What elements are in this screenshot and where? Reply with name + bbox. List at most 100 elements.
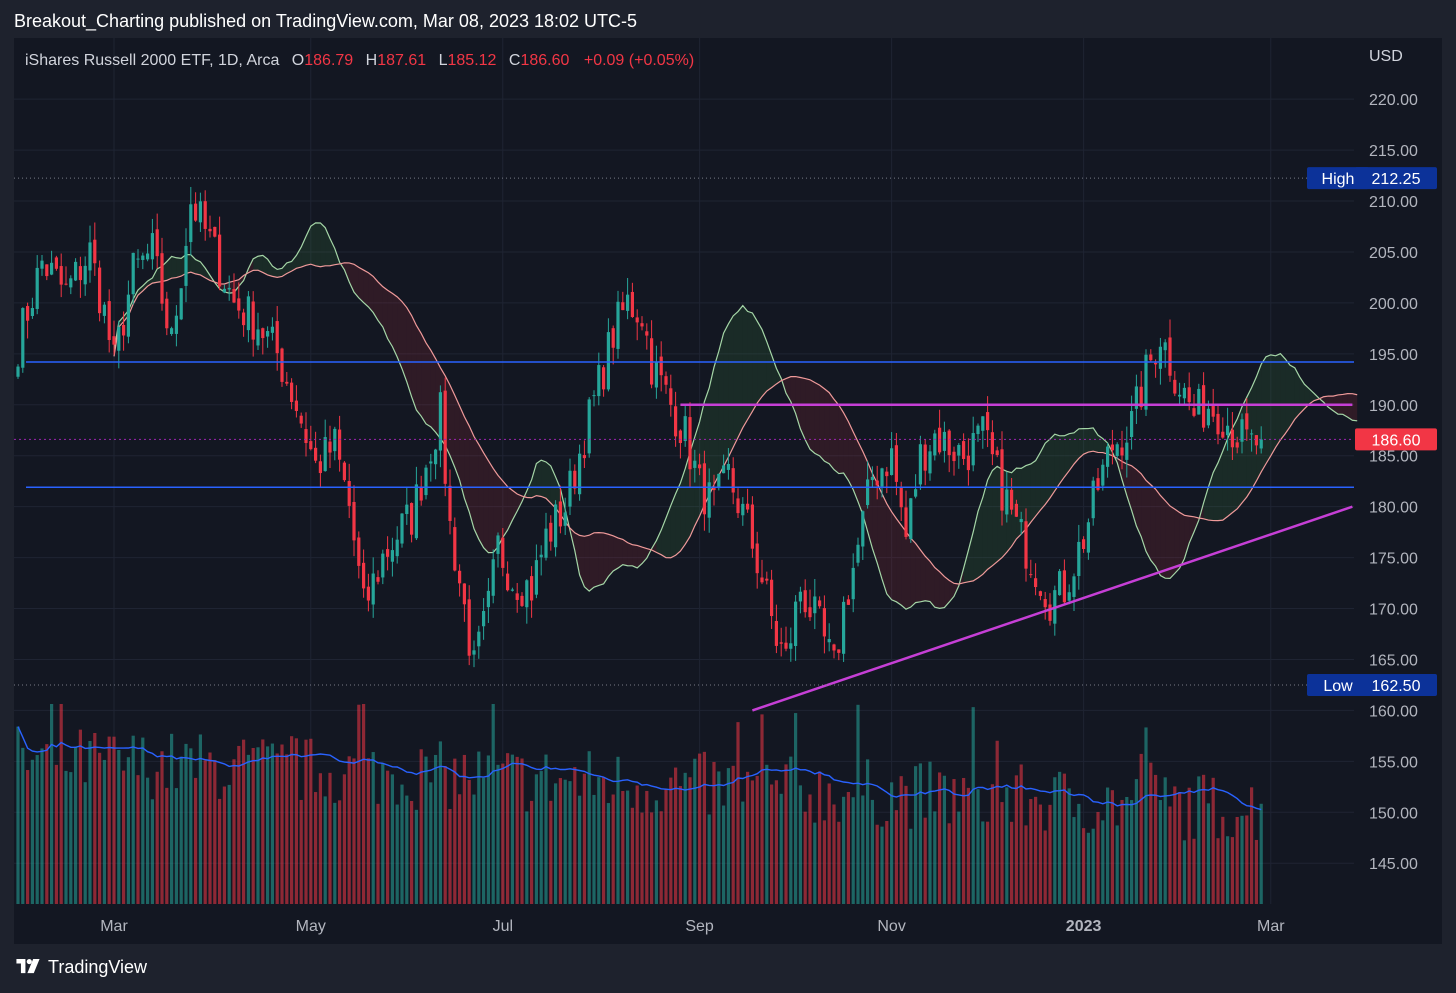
cloud-segment [330,238,335,266]
time-axis[interactable]: Mar May Jul Sep Nov 2023 Mar [100,918,1285,935]
cloud-segment [1030,460,1036,523]
volume-bar [803,811,807,904]
candle-body [947,430,951,456]
volume-bar [1091,828,1095,904]
chart-panel[interactable]: 220.00 215.00 210.00 205.00 200.00 195.00 190.… [14,38,1442,944]
candle-body [674,406,678,437]
volume-bar [266,746,270,904]
candle-body [1110,444,1114,451]
cloud-segment [349,262,354,293]
cloud-segment [517,494,522,512]
candle-body [933,433,937,456]
price-tick-label: 145.00 [1369,856,1418,873]
cloud-segment [656,530,662,555]
volume-bar [568,781,572,904]
volume-bar [914,766,918,904]
drawn-lines[interactable] [14,177,1354,712]
candle-body [93,239,97,264]
candle-body [146,253,150,260]
cloud-segment [176,257,182,278]
candle-body [1134,386,1138,409]
volume-bar [448,808,452,904]
volume-bar [93,732,97,904]
candle-body [261,328,265,339]
volume-bar [1058,771,1062,904]
cloud-segment [1213,462,1218,521]
cloud-segment [397,296,402,369]
candle-body [74,261,78,281]
candle-body [362,562,366,589]
candle-body [314,447,318,461]
candle-body [98,267,102,314]
volume-bar [563,779,567,904]
candle-body [1226,425,1230,436]
volume-bar [1115,825,1119,904]
volume-bar [717,771,721,904]
volume-bar [256,747,260,904]
candle-body [184,245,188,286]
cloud-segment [1290,365,1295,427]
candle-body [482,611,486,627]
volume-bar [1230,837,1234,904]
volume-bar [837,821,841,904]
low-badge-value: 162.50 [1372,678,1421,695]
volume-bar [976,789,980,904]
volume-bar [842,796,846,904]
volume-bar [861,795,865,904]
candle-body [578,453,582,495]
volume-bar [1106,787,1110,904]
candle-body [112,336,116,345]
price-axis[interactable]: 220.00 215.00 210.00 205.00 200.00 195.00 190.… [1307,92,1437,873]
candle-body [285,381,289,384]
volume-bar [741,801,745,904]
volume-bar [1134,779,1138,904]
footer-brand[interactable]: TradingView [14,957,147,978]
cloud-segment [1088,427,1094,453]
candle-body [352,501,356,541]
cloud-segment [584,535,590,592]
candle-body [808,607,812,618]
candle-body [683,416,687,442]
candle-body [26,306,30,321]
volume-bar [554,783,558,904]
volume-bar [285,754,289,904]
cloud-segment [1266,354,1271,464]
candle-body [515,593,519,600]
volume-bar [789,756,793,904]
candle-body [510,589,514,591]
volume-bar [462,754,466,904]
candle-body [914,489,918,497]
volume-bar [386,770,390,904]
volume-ma [17,726,1262,811]
price-chart[interactable]: 220.00 215.00 210.00 205.00 200.00 195.00 190.… [14,38,1442,944]
cloud-segment [142,281,148,291]
volume-bar [606,803,610,904]
candle-body [1245,413,1249,430]
candle-body [414,484,418,539]
volume-bar [962,777,966,904]
cloud-segment [1026,463,1031,529]
candle-body [1216,413,1220,435]
cloud-segment [1050,434,1055,498]
cloud-segment [378,281,383,327]
cloud-segment [1059,435,1065,484]
time-tick-label: 2023 [1066,918,1102,935]
volume-bar [218,798,222,904]
volume-bar [208,752,212,904]
cloud-segment [1251,376,1257,490]
candle-body [299,415,303,424]
volume-bar [222,786,226,904]
candle-body [222,288,226,293]
candle-body [880,468,884,487]
candle-body [40,260,44,269]
volume-bar [525,811,529,904]
volume-bar [1245,815,1249,904]
candle-body [693,460,697,468]
high-badge-bg [1355,167,1437,190]
cloud-segment [637,545,642,568]
volume-bar [232,759,236,904]
candle-body [333,428,337,452]
cloud-segment [320,222,326,267]
volume-bar [1043,830,1047,904]
cloud-segment [296,247,302,269]
